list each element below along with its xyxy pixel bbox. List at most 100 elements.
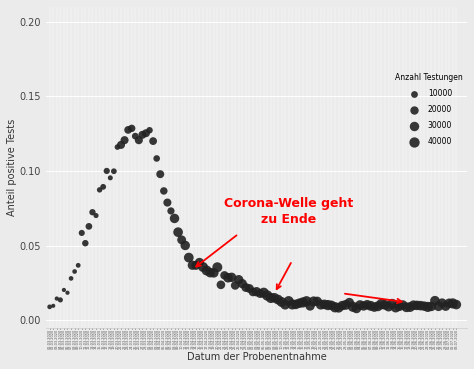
Point [124, 127, 132, 133]
Point [442, 303, 449, 309]
Point [349, 304, 357, 310]
Point [435, 303, 442, 309]
Point [417, 303, 425, 308]
Point [142, 130, 150, 136]
Point [85, 223, 93, 229]
Legend: 10000, 20000, 30000, 40000: 10000, 20000, 30000, 40000 [395, 73, 463, 146]
Point [56, 297, 64, 303]
Point [138, 132, 146, 138]
Point [153, 155, 161, 161]
Point [406, 304, 414, 310]
Point [438, 300, 446, 306]
Point [289, 301, 296, 307]
Point [221, 272, 228, 278]
Point [160, 188, 168, 194]
Point [285, 298, 292, 304]
Point [192, 262, 200, 268]
Point [453, 301, 460, 307]
Point [246, 286, 253, 292]
Point [385, 304, 392, 310]
Point [306, 303, 314, 309]
Point [431, 298, 439, 304]
Point [110, 168, 118, 174]
Point [328, 302, 335, 308]
Point [281, 302, 289, 308]
Point [446, 300, 453, 306]
Point [449, 300, 456, 306]
Point [231, 283, 239, 289]
Point [228, 275, 236, 280]
Point [242, 284, 250, 290]
Point [224, 275, 232, 281]
Point [121, 137, 128, 143]
Point [67, 275, 75, 281]
Point [324, 302, 332, 308]
Point [392, 304, 400, 310]
Point [274, 297, 282, 303]
Point [313, 299, 321, 304]
Point [46, 304, 54, 310]
Point [353, 306, 360, 311]
Point [171, 215, 178, 221]
Point [174, 229, 182, 235]
Point [356, 302, 364, 308]
Point [303, 298, 310, 304]
Point [402, 304, 410, 310]
Point [395, 303, 403, 309]
Point [196, 259, 203, 265]
Point [374, 303, 382, 309]
Point [320, 301, 328, 307]
Point [260, 290, 267, 296]
Point [292, 301, 300, 307]
Point [238, 281, 246, 287]
Point [264, 293, 271, 299]
Point [82, 240, 89, 246]
Point [199, 264, 207, 270]
Point [249, 289, 257, 295]
Point [253, 289, 260, 295]
Point [364, 302, 371, 308]
Point [206, 270, 214, 276]
Point [128, 125, 136, 131]
Point [189, 262, 196, 268]
Point [271, 295, 278, 301]
Point [310, 299, 318, 304]
Point [100, 184, 107, 190]
Point [71, 269, 78, 275]
Text: Corona-Welle geht
zu Ende: Corona-Welle geht zu Ende [224, 197, 353, 226]
Point [92, 213, 100, 218]
Point [360, 303, 367, 309]
Point [53, 296, 61, 301]
Point [156, 171, 164, 177]
Point [388, 301, 396, 307]
Point [149, 138, 157, 144]
Point [178, 237, 185, 243]
Point [146, 127, 153, 133]
Point [96, 187, 103, 193]
Point [381, 302, 389, 308]
Point [114, 144, 121, 150]
Point [235, 277, 243, 283]
Point [296, 300, 303, 306]
Point [64, 290, 71, 296]
Point [60, 287, 68, 293]
Point [335, 305, 342, 311]
Point [267, 295, 274, 301]
Point [164, 200, 171, 206]
Point [78, 230, 85, 236]
Point [367, 303, 374, 309]
Point [107, 175, 114, 181]
Point [49, 303, 57, 309]
Point [317, 302, 325, 308]
Point [331, 304, 339, 310]
Point [131, 133, 139, 139]
Point [338, 303, 346, 308]
Point [89, 209, 96, 215]
Point [342, 302, 349, 308]
X-axis label: Datum der Probenentnahme: Datum der Probenentnahme [187, 352, 327, 362]
Point [378, 301, 385, 307]
Point [346, 300, 353, 306]
Y-axis label: Anteil positive Tests: Anteil positive Tests [7, 119, 17, 216]
Point [299, 300, 307, 306]
Point [424, 304, 432, 310]
